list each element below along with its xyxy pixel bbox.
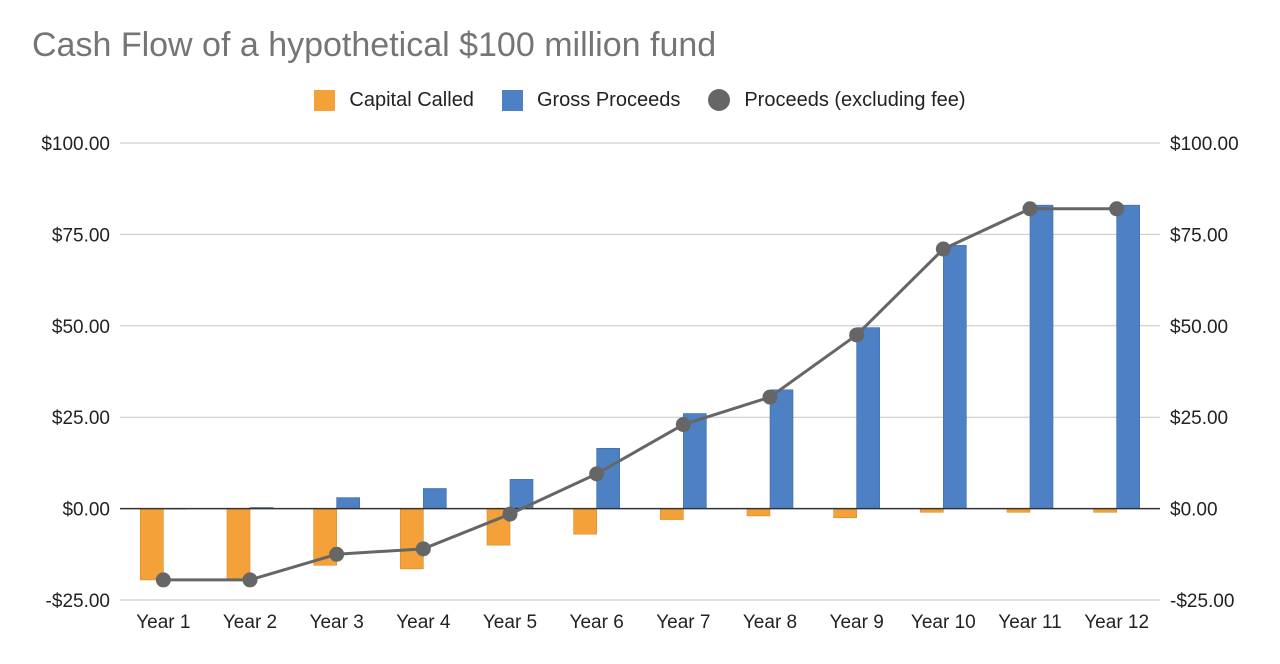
y-tick-label-left: -$25.00 bbox=[46, 591, 110, 612]
y-tick-label-right: -$25.00 bbox=[1170, 591, 1234, 612]
point-proceeds-excluding-fee bbox=[329, 546, 345, 562]
x-tick-label: Year 1 bbox=[136, 612, 190, 633]
bar-capital-called bbox=[226, 508, 251, 581]
point-proceeds-excluding-fee bbox=[589, 466, 605, 482]
legend-label-proceeds-excluding-fee: Proceeds (excluding fee) bbox=[744, 88, 966, 111]
bar-capital-called bbox=[140, 508, 164, 581]
x-tick-label: Year 3 bbox=[310, 612, 364, 633]
point-proceeds-excluding-fee bbox=[1109, 201, 1125, 217]
x-tick-label: Year 12 bbox=[1084, 612, 1149, 633]
x-tick-label: Year 5 bbox=[483, 612, 537, 633]
legend-swatch-capital-called bbox=[314, 89, 336, 111]
legend: Capital Called Gross Proceeds Proceeds (… bbox=[0, 86, 1280, 114]
point-proceeds-excluding-fee bbox=[415, 541, 431, 557]
bar-gross-proceeds bbox=[1029, 204, 1054, 509]
bar-capital-called bbox=[833, 508, 857, 519]
y-tick-label-left: $75.00 bbox=[52, 225, 110, 246]
y-tick-label-right: $75.00 bbox=[1170, 225, 1228, 246]
point-proceeds-excluding-fee bbox=[155, 572, 171, 588]
bar-capital-called bbox=[660, 508, 684, 520]
legend-item-gross-proceeds[interactable]: Gross Proceeds bbox=[501, 88, 681, 112]
y-tick-label-left: $25.00 bbox=[52, 408, 110, 429]
legend-label-gross-proceeds: Gross Proceeds bbox=[536, 88, 681, 111]
point-proceeds-excluding-fee bbox=[675, 417, 691, 433]
legend-item-proceeds-excluding-fee[interactable]: Proceeds (excluding fee) bbox=[708, 88, 966, 112]
bar-gross-proceeds bbox=[336, 497, 360, 509]
line-proceeds-excluding-fee bbox=[163, 207, 1117, 582]
legend-swatch-gross-proceeds bbox=[501, 89, 523, 111]
x-tick-label: Year 11 bbox=[998, 612, 1061, 633]
y-tick-label-right: $100.00 bbox=[1170, 134, 1239, 155]
point-proceeds-excluding-fee bbox=[762, 389, 778, 405]
bar-capital-called bbox=[573, 508, 597, 535]
legend-marker-proceeds-excluding-fee bbox=[708, 89, 731, 111]
bar-gross-proceeds bbox=[769, 389, 794, 509]
y-tick-label-right: $50.00 bbox=[1170, 317, 1228, 338]
x-tick-label: Year 10 bbox=[911, 612, 976, 633]
bar-capital-called bbox=[746, 508, 771, 517]
point-proceeds-excluding-fee bbox=[502, 506, 518, 522]
legend-item-capital-called[interactable]: Capital Called bbox=[314, 89, 474, 112]
point-proceeds-excluding-fee bbox=[1022, 201, 1038, 217]
point-proceeds-excluding-fee bbox=[242, 572, 258, 588]
point-proceeds-excluding-fee bbox=[935, 241, 951, 257]
x-tick-label: Year 6 bbox=[570, 612, 624, 633]
bar-gross-proceeds bbox=[943, 245, 967, 509]
x-tick-label: Year 2 bbox=[223, 612, 277, 633]
x-tick-label: Year 9 bbox=[830, 612, 884, 633]
chart-title: Cash Flow of a hypothetical $100 million… bbox=[32, 26, 717, 64]
bar-gross-proceeds bbox=[423, 488, 447, 509]
bar-capital-called bbox=[400, 508, 424, 570]
y-tick-label-left: $0.00 bbox=[62, 500, 110, 521]
y-tick-label-right: $25.00 bbox=[1170, 408, 1228, 429]
y-tick-label-left: $50.00 bbox=[52, 317, 110, 338]
x-tick-label: Year 4 bbox=[396, 612, 451, 633]
y-tick-label-left: $100.00 bbox=[41, 134, 110, 155]
legend-label-capital-called: Capital Called bbox=[349, 88, 474, 111]
x-tick-label: Year 7 bbox=[656, 612, 710, 633]
point-proceeds-excluding-fee bbox=[849, 327, 865, 343]
bar-gross-proceeds bbox=[856, 327, 880, 509]
y-tick-label-right: $0.00 bbox=[1170, 500, 1218, 521]
bar-gross-proceeds bbox=[1116, 204, 1140, 509]
x-tick-label: Year 8 bbox=[743, 612, 797, 633]
